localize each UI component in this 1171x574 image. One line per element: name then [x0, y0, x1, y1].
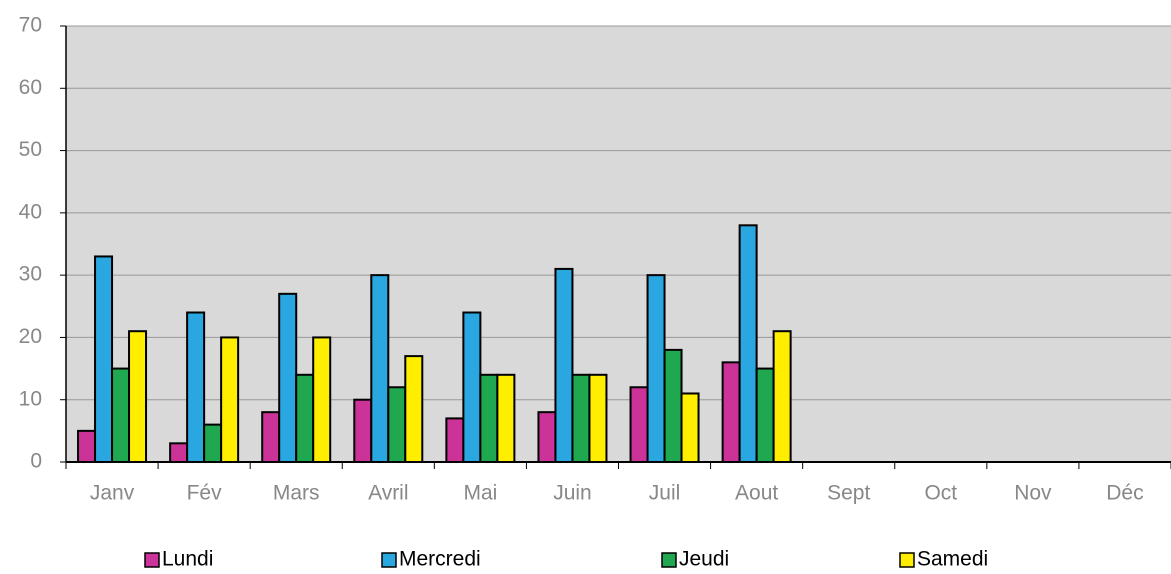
- bar: [77, 429, 97, 464]
- legend-label: Lundi: [162, 548, 213, 571]
- x-tick-label: Avril: [368, 482, 408, 505]
- bar: [772, 330, 792, 464]
- x-tick-label: Mars: [273, 482, 320, 505]
- x-tick-label: Nov: [1014, 482, 1052, 505]
- bar: [278, 292, 298, 464]
- y-tick-label: 70: [19, 14, 42, 37]
- bar: [404, 355, 424, 463]
- y-tick-label: 40: [19, 200, 42, 223]
- bar: [261, 411, 281, 463]
- x-tick-label: Mai: [463, 482, 497, 505]
- x-tick-label: Fév: [187, 482, 223, 505]
- x-tick-label: Sept: [827, 482, 870, 505]
- legend-swatch: [381, 552, 397, 568]
- bar: [445, 417, 465, 463]
- bar: [755, 367, 775, 464]
- y-tick-label: 10: [19, 387, 42, 410]
- bar: [588, 373, 608, 463]
- legend-swatch: [661, 552, 677, 568]
- bar: [370, 274, 390, 463]
- bar: [353, 398, 373, 464]
- legend-swatch: [144, 552, 160, 568]
- y-tick-label: 0: [30, 450, 42, 473]
- bar: [169, 442, 189, 464]
- bar: [186, 311, 206, 463]
- bar: [203, 423, 223, 463]
- plot-area: [66, 26, 1171, 462]
- y-tick-label: 20: [19, 325, 42, 348]
- x-tick-label: Janv: [90, 482, 135, 505]
- y-tick-label: 60: [19, 76, 42, 99]
- bar: [537, 411, 557, 463]
- bar: [312, 336, 332, 463]
- bar: [496, 373, 516, 463]
- bar: [479, 373, 499, 463]
- legend-swatch: [899, 552, 915, 568]
- bar: [111, 367, 131, 464]
- bar: [738, 224, 758, 463]
- x-tick-label: Oct: [924, 482, 957, 505]
- legend-label: Samedi: [917, 548, 988, 571]
- bar: [462, 311, 482, 463]
- legend: Lundi Mercredi Jeudi Samedi: [144, 548, 988, 571]
- bar: [94, 255, 114, 464]
- bar: [554, 267, 574, 463]
- legend-label: Jeudi: [679, 548, 729, 571]
- bar: [220, 336, 240, 463]
- bar: [571, 373, 591, 463]
- bar: [646, 274, 666, 463]
- bar: [128, 330, 148, 464]
- y-tick-label: 50: [19, 138, 42, 161]
- bar: [680, 392, 700, 463]
- bar: [295, 373, 315, 463]
- bar: [721, 361, 741, 464]
- legend-label: Mercredi: [399, 548, 481, 571]
- x-tick-label: Aout: [735, 482, 778, 505]
- bar: [663, 348, 683, 463]
- x-tick-label: Déc: [1106, 482, 1143, 505]
- y-tick-label: 30: [19, 263, 42, 286]
- x-tick-label: Juin: [553, 482, 592, 505]
- bar: [387, 386, 407, 463]
- bar: [629, 386, 649, 463]
- x-tick-label: Juil: [649, 482, 681, 505]
